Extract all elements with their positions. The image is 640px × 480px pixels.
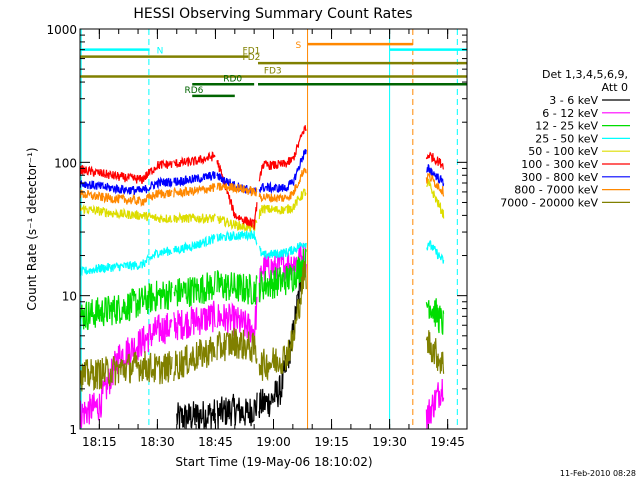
y-tick-label-3: 1000: [46, 23, 77, 37]
series-line-3: [80, 228, 445, 277]
legend-label-8: 7000 - 20000 keV: [500, 196, 598, 209]
x-tick-label-4: 19:15: [314, 435, 349, 449]
legend-label-6: 300 - 800 keV: [521, 171, 598, 184]
flag-label-3: FD2: [243, 53, 261, 63]
series-line-8: [80, 261, 445, 392]
legend-header-0: Det 1,3,4,5,6,9,: [542, 68, 628, 81]
chart-title: HESSI Observing Summary Count Rates: [133, 6, 412, 22]
flag-label-0: N: [157, 47, 164, 57]
legend-label-1: 6 - 12 keV: [542, 107, 598, 120]
series-line-4: [80, 178, 445, 233]
x-tick-label-5: 19:30: [372, 435, 407, 449]
flag-label-6: RD6: [184, 86, 203, 96]
flag-label-4: FD3: [264, 67, 282, 77]
footer-date: 11-Feb-2010 08:28: [560, 469, 636, 478]
flag-label-1: S: [296, 41, 302, 51]
series-line-1: [80, 242, 445, 429]
x-tick-label-2: 18:45: [198, 435, 233, 449]
y-tick-label-2: 100: [54, 156, 77, 170]
series-lines: [80, 125, 445, 429]
y-tick-label-0: 1: [69, 423, 77, 437]
series-line-5: [80, 125, 445, 230]
legend-label-4: 50 - 100 keV: [528, 145, 598, 158]
x-axis-title: Start Time (19-May-06 18:10:02): [175, 455, 372, 469]
x-tick-label-1: 18:30: [140, 435, 175, 449]
x-tick-label-3: 19:00: [256, 435, 291, 449]
series-line-7: [80, 167, 445, 208]
y-tick-label-1: 10: [62, 290, 77, 304]
legend-label-7: 800 - 7000 keV: [514, 184, 598, 197]
flag-label-2: FD1: [243, 47, 261, 57]
axes: 18:15 18:30 18:45 19:00 19:15 19:30 19:45 1 10 10…: [46, 23, 468, 449]
legend-label-0: 3 - 6 keV: [549, 94, 598, 107]
legend-label-5: 100 - 300 keV: [521, 158, 598, 171]
y-axis-title: Count Rate (s⁻¹ detector⁻¹): [25, 147, 39, 310]
legend-label-2: 12 - 25 keV: [535, 120, 598, 133]
x-tick-label-6: 19:45: [430, 435, 465, 449]
flag-label-5: RD0: [223, 74, 242, 84]
legend-label-3: 25 - 50 keV: [535, 132, 598, 145]
x-tick-label-0: 18:15: [82, 435, 117, 449]
legend-header-1: Att 0: [602, 81, 628, 94]
series-line-0: [176, 261, 306, 429]
series-line-2: [80, 248, 445, 335]
